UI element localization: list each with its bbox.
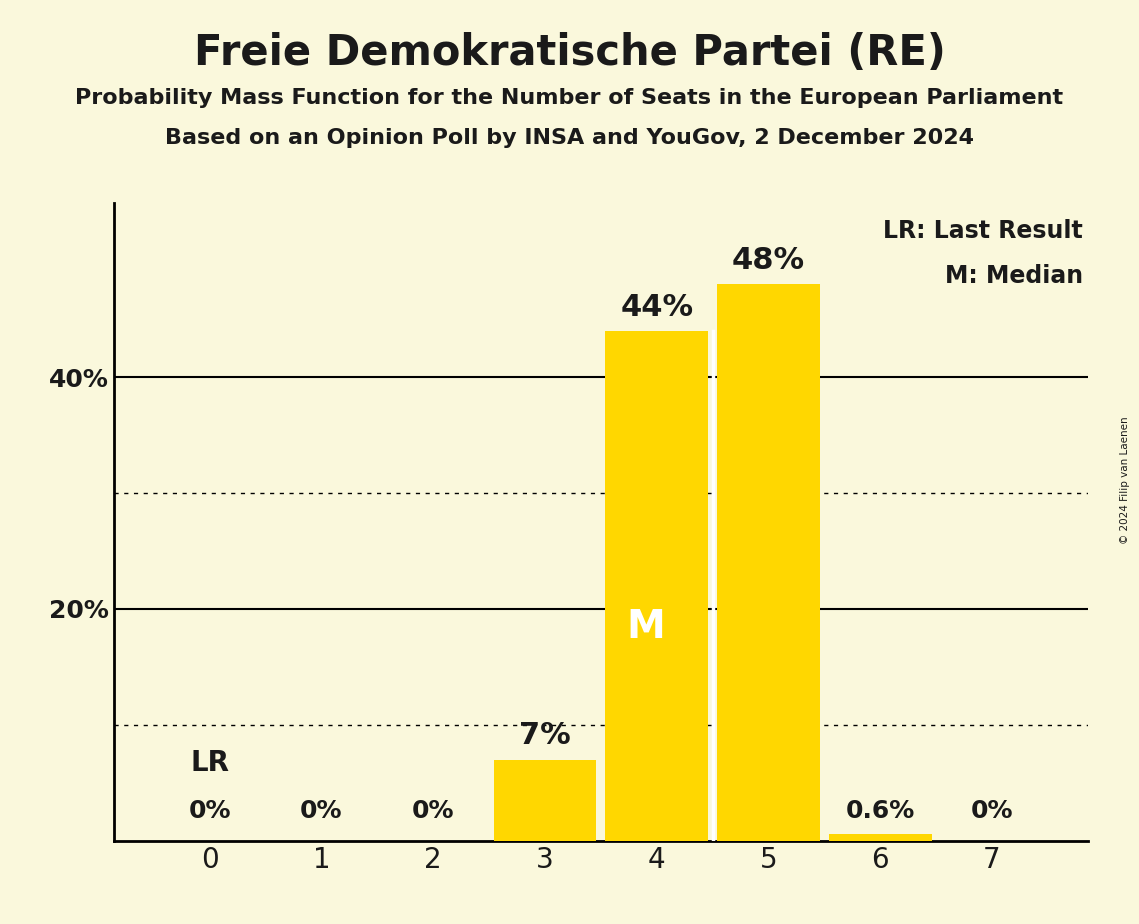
Bar <box>718 285 820 841</box>
Text: 0.6%: 0.6% <box>845 799 915 823</box>
Bar <box>829 833 932 841</box>
Bar <box>493 760 597 841</box>
Text: 0%: 0% <box>970 799 1014 823</box>
Text: 44%: 44% <box>620 293 694 322</box>
Text: © 2024 Filip van Laenen: © 2024 Filip van Laenen <box>1121 417 1130 544</box>
Text: Freie Demokratische Partei (RE): Freie Demokratische Partei (RE) <box>194 32 945 74</box>
Text: Probability Mass Function for the Number of Seats in the European Parliament: Probability Mass Function for the Number… <box>75 88 1064 108</box>
Text: 0%: 0% <box>300 799 343 823</box>
Bar <box>605 331 708 841</box>
Text: M: M <box>626 608 665 646</box>
Text: 0%: 0% <box>188 799 231 823</box>
Text: 0%: 0% <box>412 799 454 823</box>
Text: M: Median: M: Median <box>944 264 1083 288</box>
Text: 48%: 48% <box>732 246 805 275</box>
Text: LR: LR <box>190 749 229 777</box>
Text: 7%: 7% <box>519 722 571 750</box>
Text: LR: Last Result: LR: Last Result <box>883 219 1083 243</box>
Text: Based on an Opinion Poll by INSA and YouGov, 2 December 2024: Based on an Opinion Poll by INSA and You… <box>165 128 974 148</box>
